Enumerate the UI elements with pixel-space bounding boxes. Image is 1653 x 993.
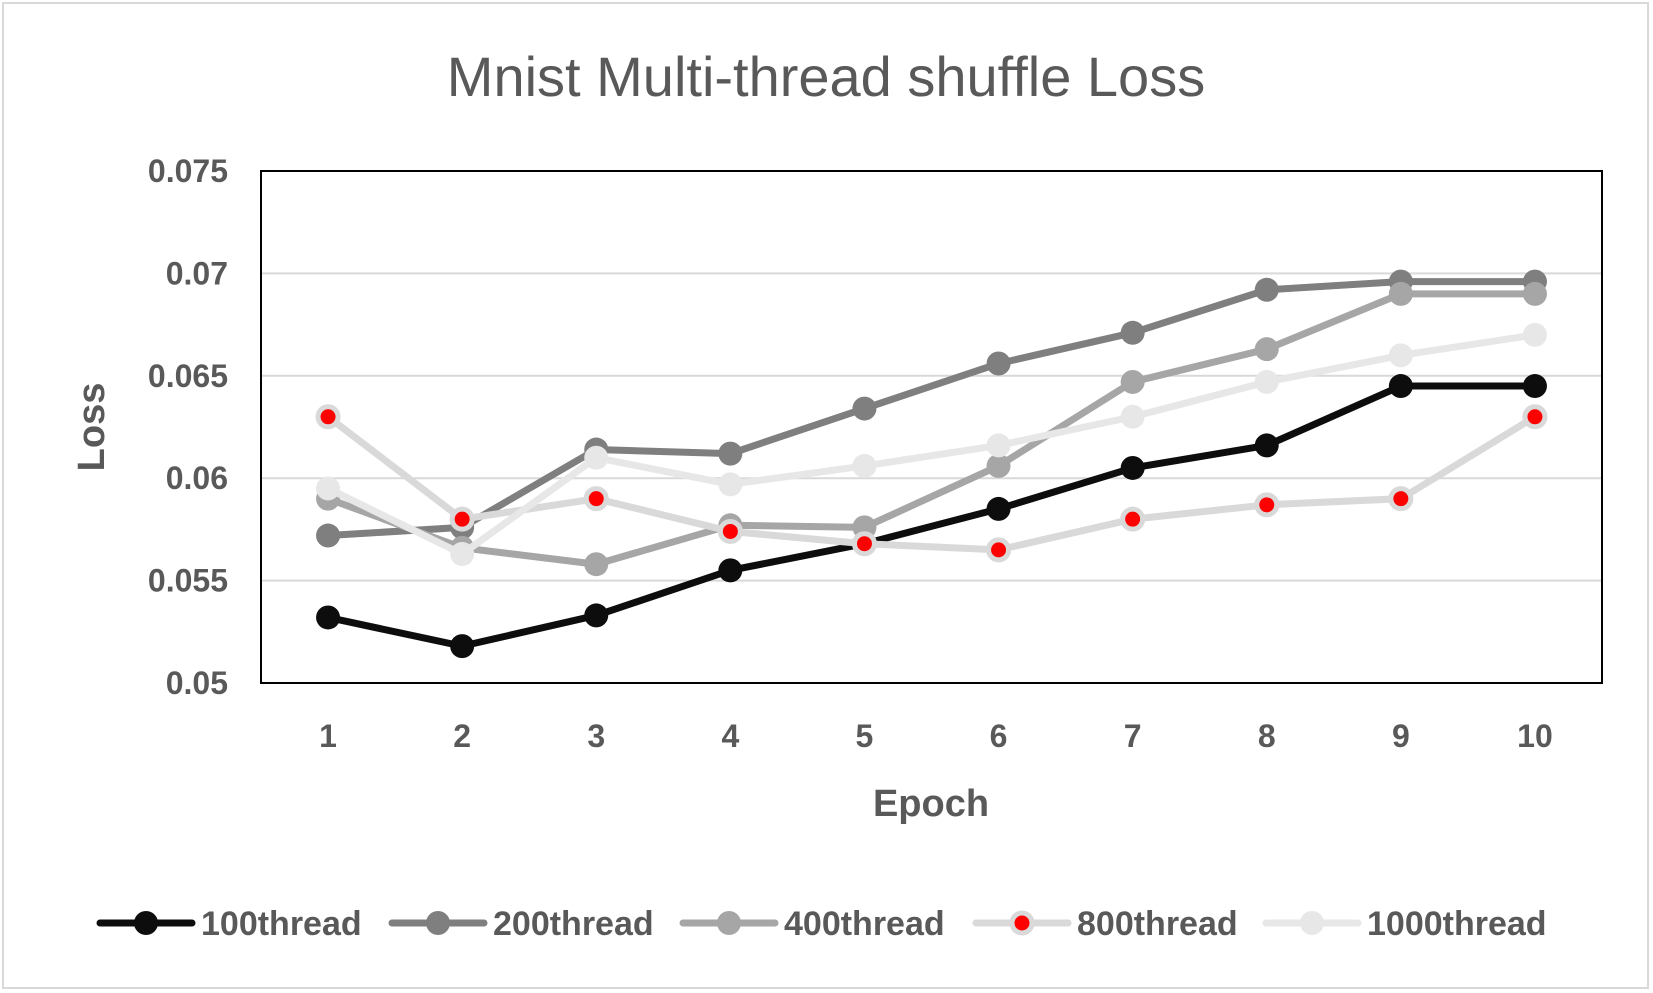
- y-axis-ticks: 0.05 0.055 0.06 0.065 0.07 0.075: [148, 153, 228, 701]
- data-point: [718, 472, 743, 497]
- series-1000thread: [316, 322, 1547, 566]
- x-tick-label: 10: [1517, 718, 1553, 754]
- series-layer: [315, 269, 1548, 659]
- data-point: [316, 605, 341, 630]
- data-point: [1254, 492, 1280, 518]
- gridlines: [261, 272, 1602, 582]
- y-tick-label: 0.07: [166, 255, 228, 291]
- y-tick-label: 0.06: [166, 460, 228, 496]
- x-tick-label: 9: [1392, 718, 1410, 754]
- data-point: [718, 558, 743, 583]
- data-point: [1120, 320, 1145, 345]
- legend-item: 800thread: [972, 905, 1238, 943]
- data-point: [986, 537, 1012, 563]
- data-point: [1522, 281, 1547, 306]
- data-point: [583, 486, 609, 512]
- data-point: [717, 518, 743, 544]
- x-tick-label: 5: [856, 718, 874, 754]
- x-axis-title: Epoch: [873, 783, 989, 825]
- y-tick-label: 0.05: [166, 665, 228, 701]
- x-tick-label: 6: [990, 718, 1008, 754]
- legend: 100thread 200thread 400thread 800thread 1000…: [96, 905, 1547, 943]
- data-point: [1522, 322, 1547, 347]
- data-point: [1388, 343, 1413, 368]
- data-point: [315, 404, 341, 430]
- data-point: [986, 496, 1011, 521]
- series-line: [324, 278, 1539, 540]
- data-point: [1254, 433, 1279, 458]
- legend-label: 800thread: [1077, 905, 1238, 943]
- data-point: [316, 476, 341, 501]
- legend-marker: [134, 911, 158, 935]
- legend-item: 100thread: [96, 905, 362, 943]
- data-point: [1120, 506, 1146, 532]
- data-point: [1388, 486, 1414, 512]
- data-point: [1254, 369, 1279, 394]
- series-100thread: [316, 374, 1547, 659]
- data-point: [1522, 374, 1547, 399]
- data-point: [316, 523, 341, 548]
- legend-label: 400thread: [784, 905, 945, 943]
- data-point: [584, 552, 609, 577]
- y-tick-label: 0.055: [148, 563, 228, 599]
- y-axis-title: Loss: [71, 383, 113, 472]
- data-point: [450, 541, 475, 566]
- x-tick-label: 8: [1258, 718, 1276, 754]
- series-line: [324, 382, 1539, 650]
- legend-label: 200thread: [493, 905, 654, 943]
- data-point: [1120, 369, 1145, 394]
- legend-marker: [1300, 911, 1324, 935]
- data-point: [1522, 404, 1548, 430]
- x-tick-label: 1: [319, 718, 337, 754]
- series-line: [324, 331, 1539, 558]
- legend-marker: [1009, 910, 1035, 936]
- data-point: [1388, 374, 1413, 399]
- legend-label: 100thread: [201, 905, 362, 943]
- x-axis-ticks: 1 2 3 4 5 6 7 8 9 10: [319, 718, 1553, 754]
- data-point: [450, 634, 475, 659]
- plot-area-border: [260, 170, 1603, 684]
- data-point: [1120, 404, 1145, 429]
- legend-item: 400thread: [679, 905, 945, 943]
- data-point: [584, 445, 609, 470]
- data-point: [718, 441, 743, 466]
- data-point: [449, 506, 475, 532]
- data-point: [1254, 337, 1279, 362]
- data-point: [852, 396, 877, 421]
- chart-title: Mnist Multi-thread shuffle Loss: [447, 45, 1205, 108]
- legend-label: 1000thread: [1367, 905, 1547, 943]
- series-400thread: [316, 281, 1547, 577]
- series-line: [324, 290, 1539, 568]
- y-tick-label: 0.065: [148, 358, 228, 394]
- data-point: [986, 433, 1011, 458]
- data-point: [584, 603, 609, 628]
- data-point: [1254, 277, 1279, 302]
- data-point: [852, 453, 877, 478]
- data-point: [1388, 281, 1413, 306]
- series-800thread: [315, 404, 1548, 563]
- x-tick-label: 7: [1124, 718, 1142, 754]
- legend-item: 1000thread: [1262, 905, 1547, 943]
- y-tick-label: 0.075: [148, 153, 228, 189]
- legend-marker: [717, 911, 741, 935]
- x-tick-label: 3: [587, 718, 605, 754]
- data-point: [986, 351, 1011, 376]
- legend-item: 200thread: [388, 905, 654, 943]
- x-tick-label: 2: [453, 718, 471, 754]
- legend-marker: [426, 911, 450, 935]
- x-tick-label: 4: [721, 718, 739, 754]
- data-point: [986, 453, 1011, 478]
- data-point: [1120, 455, 1145, 480]
- data-point: [851, 531, 877, 557]
